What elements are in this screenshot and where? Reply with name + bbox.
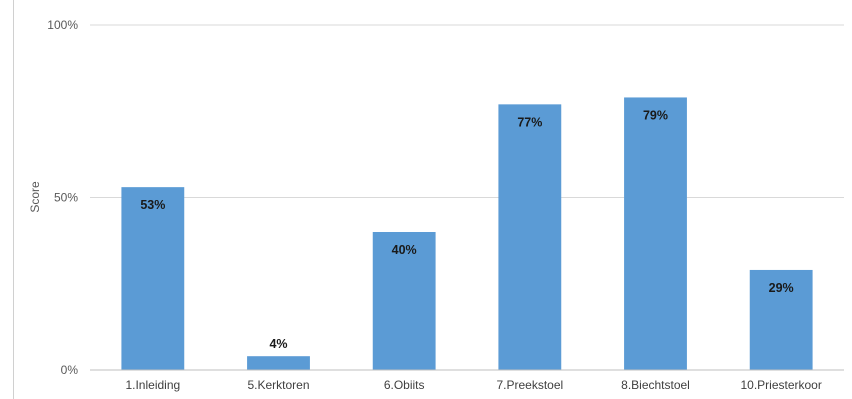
left-border-line <box>13 0 14 399</box>
bar <box>372 232 436 370</box>
x-category-label: 7.Preekstoel <box>496 378 563 392</box>
data-labels: 53% 4% 40% 77% 79% 29% <box>140 108 793 351</box>
x-category-label: 5.Kerktoren <box>247 378 309 392</box>
x-category-label: 8.Biechtstoel <box>621 378 690 392</box>
data-label: 29% <box>769 281 794 295</box>
bars <box>121 97 813 370</box>
bar <box>624 97 687 370</box>
data-label: 53% <box>140 198 165 212</box>
y-axis-title: Score <box>28 181 42 213</box>
y-tick-label: 0% <box>61 363 79 377</box>
data-label: 77% <box>517 115 542 129</box>
bar <box>498 104 562 370</box>
x-category-label: 10.Priesterkoor <box>740 378 821 392</box>
data-label: 40% <box>392 243 417 257</box>
y-axis-ticks: 0% 50% 100% <box>47 18 78 377</box>
data-label: 79% <box>643 108 668 122</box>
gridlines <box>90 24 844 198</box>
bar <box>749 269 813 370</box>
x-axis-categories: 1.Inleiding 5.Kerktoren 6.Obiits 7.Preeksto… <box>125 378 821 392</box>
data-label: 4% <box>269 337 287 351</box>
x-category-label: 1.Inleiding <box>125 378 180 392</box>
x-category-label: 6.Obiits <box>384 378 425 392</box>
bar <box>247 356 310 370</box>
y-tick-label: 50% <box>54 191 78 205</box>
y-tick-label: 100% <box>47 18 78 32</box>
bar <box>121 187 185 370</box>
